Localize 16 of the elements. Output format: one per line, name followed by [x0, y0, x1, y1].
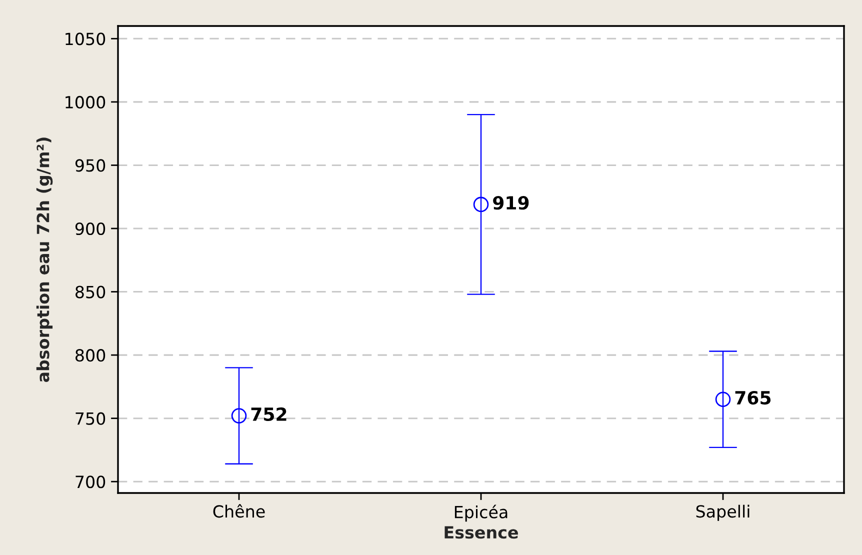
y-tick-label: 750 [76, 412, 106, 425]
x-tick-label: Chêne [213, 504, 265, 518]
y-tick-label: 850 [76, 286, 106, 298]
y-tick-label: 800 [76, 349, 106, 362]
y-tick-label: 950 [75, 159, 106, 172]
x-tick-label: Epicéa [454, 504, 508, 522]
y-axis-title: absorption eau 72h (g/m²) [36, 138, 53, 382]
x-axis-title: Essence [444, 526, 518, 539]
data-label: 752 [251, 407, 286, 422]
y-tick-label: 1000 [66, 96, 106, 109]
y-tick-label: 700 [76, 476, 106, 488]
y-tick-label: 900 [75, 222, 106, 236]
y-tick-label: 1050 [66, 32, 106, 46]
x-tick-label: Sapelli [696, 504, 750, 521]
data-label: 765 [735, 390, 771, 405]
data-label: 919 [493, 196, 529, 210]
